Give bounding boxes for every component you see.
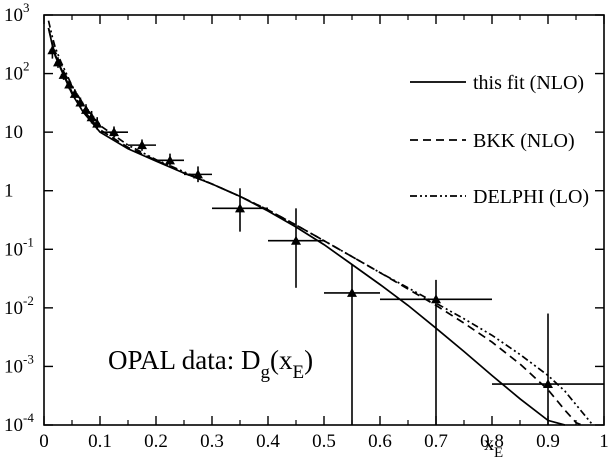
- data-point: [53, 57, 63, 68]
- triangle-marker: [165, 155, 175, 165]
- triangle-marker: [75, 97, 86, 107]
- y-tick-label: 10-1: [4, 234, 34, 260]
- data-point: [86, 110, 97, 124]
- triangle-marker: [193, 169, 203, 179]
- legend-label: DELPHI (LO): [473, 186, 589, 208]
- legend-item: BKK (NLO): [410, 130, 575, 152]
- data-point: [75, 97, 86, 108]
- x-tick-label: 0.6: [368, 431, 392, 452]
- x-axis-label: xE: [484, 433, 503, 461]
- data-point: [324, 264, 380, 425]
- data-point: [128, 139, 156, 151]
- triangle-marker: [235, 203, 245, 213]
- x-tick-label: 0.2: [144, 431, 168, 452]
- x-tick-label: 0.9: [536, 431, 560, 452]
- y-tick-label: 10: [4, 122, 23, 143]
- legend-item: DELPHI (LO): [410, 186, 589, 208]
- data-points: [47, 43, 604, 425]
- y-tick-label: 103: [4, 0, 30, 26]
- data-point: [100, 126, 128, 138]
- legend-label: this fit (NLO): [473, 72, 584, 94]
- x-tick-label: 0.7: [424, 431, 448, 452]
- data-point: [69, 88, 80, 99]
- legend-label: BKK (NLO): [473, 130, 575, 152]
- x-tick-label: 1: [599, 431, 609, 452]
- y-tick-label: 10-4: [4, 410, 34, 436]
- y-tick-label: 10-3: [4, 351, 34, 377]
- triangle-marker: [291, 235, 301, 245]
- triangle-marker: [69, 88, 80, 98]
- triangle-marker: [109, 127, 119, 137]
- data-point: [58, 69, 69, 80]
- data-point: [64, 79, 75, 90]
- triangle-marker: [81, 104, 91, 114]
- triangle-marker: [431, 294, 441, 304]
- triangle-marker: [543, 379, 553, 389]
- data-point: [184, 166, 212, 183]
- data-point: [268, 208, 324, 288]
- data-point: [492, 313, 604, 425]
- triangle-marker: [47, 45, 58, 55]
- x-tick-label: 0.1: [88, 431, 112, 452]
- series-line-3: [47, 20, 594, 426]
- x-tick-label: 0.3: [200, 431, 224, 452]
- triangle-marker: [58, 69, 69, 79]
- data-point: [47, 43, 58, 59]
- x-axis-ticks: 0 0.1 0.2 0.3 0.4 0.5 0.6 0.7 0.8 0.9 1: [39, 15, 609, 452]
- x-tick-label: 0.5: [312, 431, 336, 452]
- x-tick-label: 0.8: [480, 431, 504, 452]
- data-point: [156, 153, 184, 168]
- legend: this fit (NLO) BKK (NLO) DELPHI (LO): [410, 72, 589, 208]
- x-tick-label: 0.4: [256, 431, 280, 452]
- data-point: [212, 188, 268, 232]
- data-point: [81, 104, 91, 116]
- legend-item: this fit (NLO): [410, 72, 584, 94]
- triangle-marker: [86, 112, 97, 122]
- y-tick-label: 102: [4, 59, 30, 85]
- data-point: [92, 117, 103, 130]
- triangle-marker: [137, 140, 147, 150]
- y-tick-label: 10-2: [4, 293, 34, 319]
- plot-annotation: OPAL data: Dg(xE): [108, 345, 313, 383]
- data-point: [380, 279, 492, 425]
- y-tick-label: 1: [4, 181, 14, 202]
- x-tick-label: 0: [39, 431, 49, 452]
- triangle-marker: [347, 287, 357, 297]
- triangle-marker: [92, 118, 103, 128]
- triangle-marker: [53, 57, 63, 67]
- triangle-marker: [64, 79, 75, 89]
